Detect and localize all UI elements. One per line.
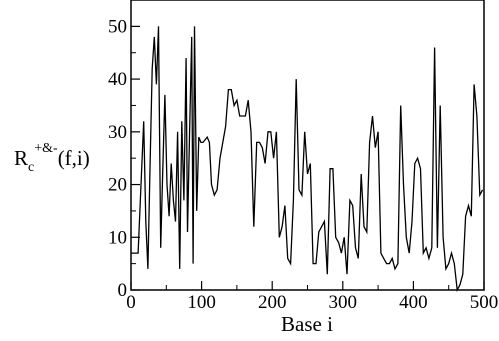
x-tick-label: 0 — [126, 292, 136, 313]
series-layer — [131, 26, 484, 293]
y-tick-label: 40 — [108, 69, 127, 90]
y-tick-label: 20 — [108, 175, 127, 196]
y-tick-label: 30 — [108, 122, 127, 143]
y-axis-label: Rc+&-(f,i) — [14, 141, 90, 175]
y-axis-label-suffix: (f,i) — [58, 146, 90, 170]
x-tick-label: 100 — [187, 292, 216, 313]
x-axis-label: Base i — [281, 312, 333, 336]
plot-frame — [130, 0, 485, 291]
x-tick-label: 400 — [399, 292, 428, 313]
x-tick-label: 200 — [258, 292, 287, 313]
x-tick-label: 300 — [329, 292, 358, 313]
x-tick-label: 500 — [470, 292, 499, 313]
y-axis-label-superscript: +&- — [34, 141, 58, 156]
y-tick-label: 0 — [118, 280, 128, 301]
plot-area: 0 100 200 300 400 500 0 10 20 30 40 50 — [108, 0, 498, 313]
y-tick-label: 50 — [108, 16, 127, 37]
y-axis-label-subscript: c — [28, 160, 34, 175]
series-line — [131, 26, 484, 293]
y-tick-label: 10 — [108, 227, 127, 248]
y-axis-label-base: R — [14, 146, 28, 170]
x-axis-ticks: 0 100 200 300 400 500 — [126, 281, 498, 313]
y-axis-ticks: 0 10 20 30 40 50 — [108, 0, 140, 301]
